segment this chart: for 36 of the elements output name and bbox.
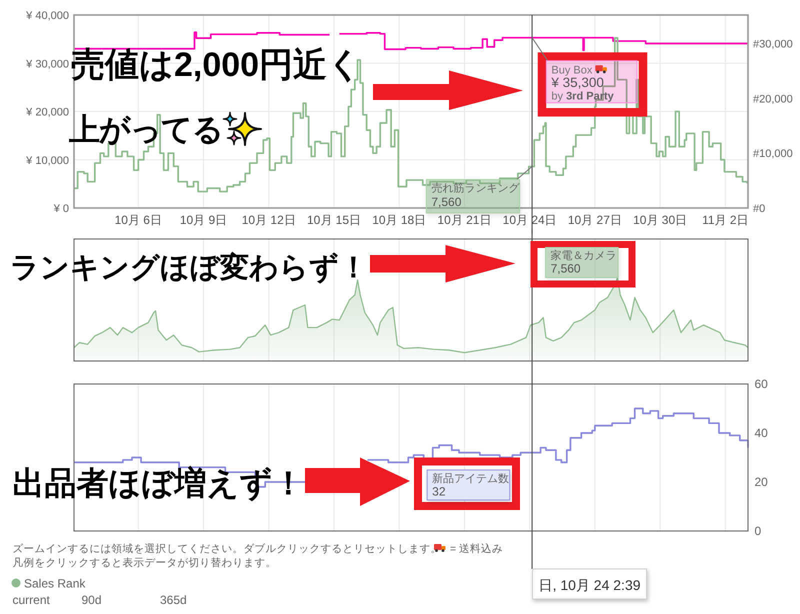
- annotation: 売れ筋ランキング 7,560: [431, 182, 520, 210]
- y2-tick-label: #0: [753, 203, 766, 215]
- y2-tick-label: #20,000: [753, 93, 793, 106]
- annotation: 上がってる: [68, 112, 223, 147]
- text: ズームインするには領域を選択してください。ダブルクリックするとリセットします。: [12, 542, 442, 555]
- ref-line-label: 日, 10月 24 2:39: [538, 577, 641, 593]
- x-tick-label: 10月 30日: [633, 213, 688, 227]
- y-tick-label: 40: [754, 426, 768, 440]
- y2-tick-label: #10,000: [753, 148, 793, 160]
- text: 90d: [82, 593, 102, 607]
- x-tick-label: 10月 15日: [306, 213, 362, 227]
- x-tick-label: 10月 12日: [242, 213, 296, 227]
- annotation: 家電＆カメラ 7,560: [550, 249, 617, 276]
- text: = 送料込み: [450, 542, 504, 555]
- y-tick-label: 60: [754, 377, 768, 391]
- text: 凡例をクリックすると表示データが切り替わります。: [12, 556, 276, 569]
- x-tick-label: 10月 18日: [372, 213, 426, 227]
- x-tick-label: 10月 21日: [437, 213, 492, 227]
- y-tick-label: 0: [754, 524, 762, 538]
- x-tick-label: 10月 9日: [180, 213, 228, 227]
- annotation: 売値は2,000円近く: [71, 46, 362, 84]
- y-tick-label: ¥ 20,000: [25, 106, 69, 118]
- legend-label: Sales Rank: [24, 576, 86, 590]
- y2-tick-label: #30,000: [753, 38, 793, 51]
- x-tick-label: 10月 24日: [502, 213, 557, 227]
- y-tick-label: ¥ 40,000: [25, 10, 69, 22]
- y-tick-label: ¥ 10,000: [25, 154, 69, 167]
- annotation: 新品アイテム数 32: [432, 472, 510, 498]
- text: current: [12, 593, 51, 607]
- x-tick-label: 10月 27日: [568, 213, 622, 227]
- y-tick-label: ¥ 0: [52, 203, 69, 215]
- x-tick-label: 11月 2日: [702, 213, 749, 227]
- y-tick-label: 20: [754, 475, 768, 489]
- text: 365d: [160, 593, 187, 607]
- x-tick-label: 10月 6日: [114, 213, 162, 227]
- y-tick-label: ¥ 30,000: [25, 58, 69, 70]
